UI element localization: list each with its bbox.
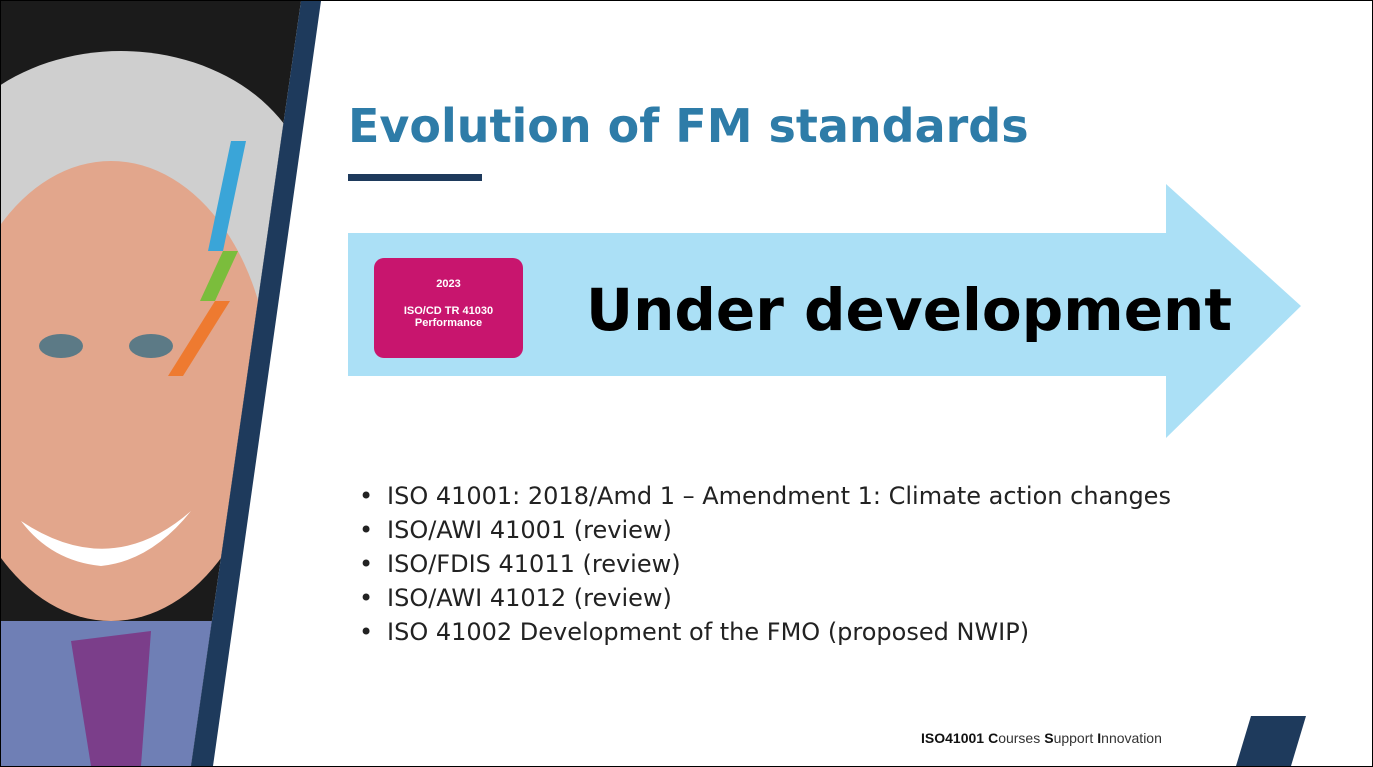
footer-word: Support — [1044, 730, 1093, 746]
bullet-item: ISO 41002 Development of the FMO (propos… — [359, 615, 1171, 649]
footer-rest: nnovation — [1101, 730, 1162, 746]
bullet-item: ISO/AWI 41001 (review) — [359, 513, 1171, 547]
footer-brand: ISO41001 — [921, 730, 984, 746]
footer-initial: S — [1044, 730, 1053, 746]
arrow-text: Under development — [586, 276, 1232, 344]
footer-word: Courses — [988, 730, 1040, 746]
bullet-list: ISO 41001: 2018/Amd 1 – Amendment 1: Cli… — [359, 479, 1171, 649]
bullet-item: ISO/AWI 41012 (review) — [359, 581, 1171, 615]
badge-label: Performance — [374, 317, 523, 329]
footer-rest: upport — [1054, 730, 1094, 746]
footer-word: Innovation — [1097, 730, 1162, 746]
badge-code: ISO/CD TR 41030 — [374, 305, 523, 317]
slide: Evolution of FM standards 2023 ISO/CD TR… — [0, 0, 1373, 767]
footer-initial: C — [988, 730, 998, 746]
bullet-item: ISO/FDIS 41011 (review) — [359, 547, 1171, 581]
bullet-item: ISO 41001: 2018/Amd 1 – Amendment 1: Cli… — [359, 479, 1171, 513]
badge: 2023 ISO/CD TR 41030 Performance — [374, 258, 523, 358]
badge-year: 2023 — [374, 278, 523, 290]
title: Evolution of FM standards — [348, 99, 1029, 153]
footer-rest: ourses — [998, 730, 1040, 746]
